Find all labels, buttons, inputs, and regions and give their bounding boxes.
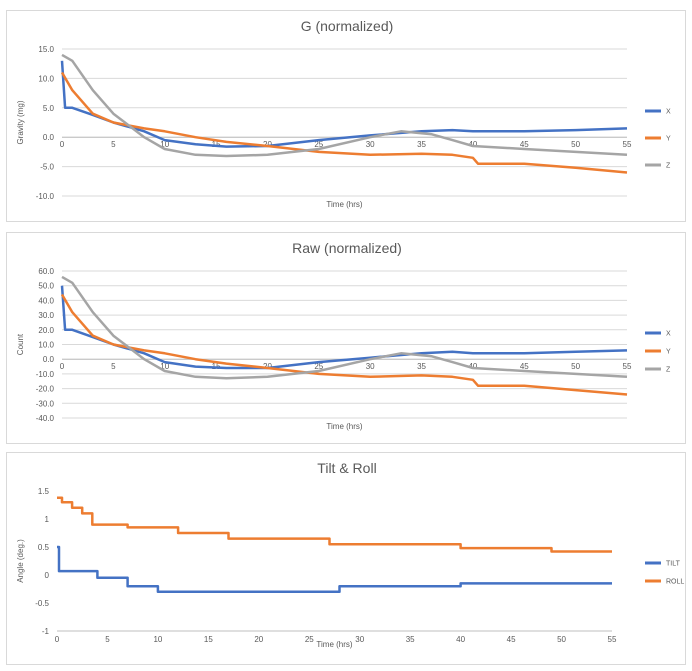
y-tick-label: -1 (42, 627, 50, 636)
legend-label: Y (666, 136, 671, 143)
y-tick-label: -20.0 (36, 385, 55, 394)
x-tick-label: 45 (520, 362, 529, 371)
chart-title: Tilt & Roll (317, 460, 376, 476)
x-tick-label: 55 (623, 362, 632, 371)
y-axis-title: Count (16, 333, 25, 355)
y-tick-label: -40.0 (36, 414, 55, 423)
x-axis-title: Time (hrs) (326, 422, 362, 431)
x-tick-label: 25 (314, 362, 323, 371)
y-tick-label: -30.0 (36, 399, 55, 408)
x-tick-label: 45 (507, 635, 516, 644)
y-tick-label: -5.0 (40, 163, 54, 172)
x-tick-label: 40 (456, 635, 465, 644)
legend-label: ROLL (666, 579, 684, 586)
series-line-x (60, 285, 628, 370)
y-tick-label: 10.0 (38, 341, 54, 350)
x-tick-label: 10 (160, 140, 169, 149)
y-tick-label: 50.0 (38, 282, 54, 291)
series-line-roll (57, 496, 612, 553)
x-tick-label: 35 (417, 140, 426, 149)
y-tick-label: 60.0 (38, 267, 54, 276)
x-tick-label: 25 (305, 635, 314, 644)
x-tick-label: 50 (571, 362, 580, 371)
y-tick-label: 15.0 (38, 45, 54, 54)
x-tick-label: 25 (314, 140, 323, 149)
y-tick-label: 0.0 (43, 133, 55, 142)
x-tick-label: 20 (263, 140, 272, 149)
y-tick-label: -0.5 (35, 599, 49, 608)
x-axis-title: Time (hrs) (326, 200, 362, 209)
legend-label: Z (666, 163, 671, 170)
x-tick-label: 5 (111, 140, 116, 149)
y-tick-label: 10.0 (38, 74, 54, 83)
x-tick-label: 15 (204, 635, 213, 644)
x-axis-title: Time (hrs) (316, 640, 352, 649)
x-tick-label: 50 (571, 140, 580, 149)
y-tick-label: -10.0 (36, 370, 55, 379)
legend-label: Y (666, 349, 671, 356)
raw-chart-panel: Raw (normalized) 60.0 50.0 40.0 30.0 20.0 10.0… (6, 232, 686, 444)
x-tick-label: 5 (105, 635, 110, 644)
x-tick-label: 50 (557, 635, 566, 644)
raw-chart: Raw (normalized)60.050.040.030.020.010.0… (16, 240, 671, 431)
gravity-chart-panel: G (normalized) 15.0 10.0 5.0 0.0 -5.0 -10.0 0 5 1… (6, 10, 686, 222)
legend-label: Z (666, 367, 671, 374)
x-tick-label: 0 (60, 140, 65, 149)
y-tick-label: 20.0 (38, 326, 54, 335)
y-tick-label: 40.0 (38, 296, 54, 305)
x-tick-label: 35 (406, 635, 415, 644)
series-line-y (60, 293, 628, 396)
x-tick-label: 40 (468, 140, 477, 149)
y-tick-label: -10.0 (36, 192, 55, 201)
series-line-tilt (57, 545, 612, 594)
x-tick-label: 20 (263, 362, 272, 371)
y-axis-title: Gravity (mg) (16, 100, 25, 144)
y-tick-label: 1.5 (38, 487, 50, 496)
y-axis-title: Angle (deg.) (16, 539, 25, 583)
x-tick-label: 10 (160, 362, 169, 371)
y-tick-label: 0.0 (43, 355, 55, 364)
tilt-roll-chart: Tilt & Roll 1.5 1 0.5 0 -0.5 -1 0 5 10 15 20 25 30 35 4… (16, 460, 684, 649)
legend-label: X (666, 331, 671, 338)
chart-title: Raw (normalized) (292, 240, 402, 256)
x-tick-label: 10 (153, 635, 162, 644)
x-tick-label: 30 (355, 635, 364, 644)
x-tick-label: 20 (254, 635, 263, 644)
y-tick-label: 0.5 (38, 543, 50, 552)
series-line-z (61, 275, 628, 380)
tilt-roll-chart-panel: Tilt & Roll 1.5 1 0.5 0 -0.5 -1 0 5 10 15 20 25 30 35 4… (6, 452, 686, 665)
x-tick-label: 40 (468, 362, 477, 371)
x-tick-label: 30 (366, 140, 375, 149)
legend-label: X (666, 109, 671, 116)
y-tick-label: 5.0 (43, 104, 55, 113)
x-tick-label: 0 (55, 635, 60, 644)
x-tick-label: 0 (60, 362, 65, 371)
y-tick-label: 30.0 (38, 311, 54, 320)
legend-label: TILT (666, 561, 681, 568)
series-line-x (60, 60, 628, 148)
x-tick-label: 35 (417, 362, 426, 371)
gravity-chart: G (normalized) 15.0 10.0 5.0 0.0 -5.0 -10.0 0 5 1… (16, 18, 671, 209)
y-tick-label: 1 (45, 515, 50, 524)
chart-title: G (normalized) (301, 18, 394, 34)
x-tick-label: 5 (111, 362, 116, 371)
x-tick-label: 45 (520, 140, 529, 149)
y-tick-label: 0 (45, 571, 50, 580)
x-tick-label: 55 (608, 635, 617, 644)
series-line-z (61, 53, 628, 158)
x-tick-label: 55 (623, 140, 632, 149)
x-tick-label: 30 (366, 362, 375, 371)
series-line-y (60, 71, 628, 174)
